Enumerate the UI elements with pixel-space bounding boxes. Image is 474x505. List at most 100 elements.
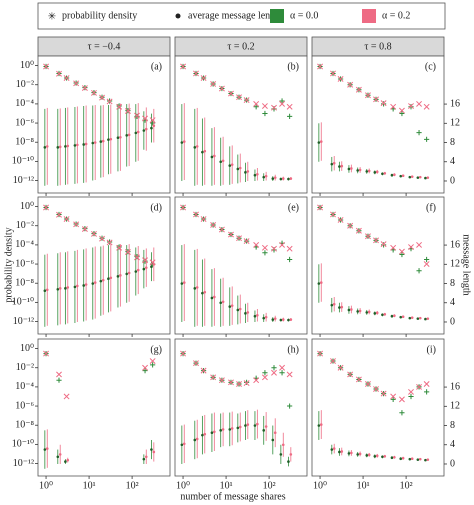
density-point bbox=[134, 113, 140, 119]
length-point bbox=[410, 457, 414, 460]
length-point bbox=[182, 281, 186, 284]
length-point bbox=[107, 277, 110, 281]
density-point bbox=[317, 63, 324, 70]
density-point bbox=[330, 70, 336, 77]
length-point bbox=[390, 173, 394, 177]
y-tick-label: 10⁻² bbox=[16, 362, 34, 373]
y-tick-label: 10⁻⁸ bbox=[15, 278, 34, 289]
density-point bbox=[286, 245, 293, 252]
y2-tick-label: 12 bbox=[450, 401, 460, 412]
length-point bbox=[317, 424, 321, 427]
density-point bbox=[347, 222, 354, 229]
density-point bbox=[286, 103, 293, 110]
length-point bbox=[73, 285, 77, 289]
density-point bbox=[365, 233, 371, 240]
length-point bbox=[399, 457, 403, 460]
density-point bbox=[380, 390, 387, 397]
density-point bbox=[381, 242, 387, 248]
x-tick-label: 10⁰ bbox=[313, 480, 327, 491]
density-point bbox=[271, 369, 277, 376]
length-point bbox=[43, 289, 47, 293]
density-point bbox=[261, 374, 268, 381]
density-point bbox=[142, 258, 148, 264]
length-point bbox=[393, 173, 396, 177]
density-point bbox=[261, 103, 268, 109]
density-point bbox=[287, 403, 293, 409]
density-point bbox=[150, 362, 156, 368]
length-point bbox=[358, 168, 362, 172]
density-point bbox=[347, 371, 354, 378]
y-tick-label: 10⁰ bbox=[20, 60, 34, 71]
density-point bbox=[398, 248, 405, 255]
density-point bbox=[56, 377, 62, 383]
density-point bbox=[116, 244, 123, 251]
length-point bbox=[281, 443, 285, 447]
length-point bbox=[91, 141, 95, 145]
length-point bbox=[142, 267, 146, 271]
density-point bbox=[416, 383, 423, 390]
length-point bbox=[76, 143, 79, 147]
density-point bbox=[330, 211, 336, 218]
length-point bbox=[338, 306, 341, 309]
length-point bbox=[195, 437, 199, 441]
density-point bbox=[423, 103, 430, 110]
density-point bbox=[149, 358, 156, 364]
density-point bbox=[106, 98, 113, 105]
y-tick-label: 10⁻⁴ bbox=[15, 381, 34, 392]
y-tick-label: 10⁻⁶ bbox=[15, 117, 34, 128]
length-point bbox=[228, 428, 232, 431]
length-point bbox=[410, 175, 414, 178]
legend-label: α = 0.0 bbox=[290, 10, 318, 21]
length-point bbox=[426, 458, 430, 461]
strip-label: τ = 0.2 bbox=[227, 41, 254, 52]
density-point bbox=[261, 244, 268, 251]
length-point bbox=[256, 313, 259, 317]
density-point bbox=[373, 96, 379, 103]
length-point bbox=[367, 453, 371, 457]
y-tick-label: 10⁻⁸ bbox=[15, 420, 34, 431]
x-tick-label: 10² bbox=[400, 480, 413, 491]
length-point bbox=[127, 271, 131, 275]
density-point bbox=[63, 75, 70, 81]
length-point bbox=[350, 451, 353, 455]
density-point bbox=[210, 81, 217, 87]
length-point bbox=[66, 286, 70, 289]
length-point bbox=[399, 174, 403, 178]
density-point bbox=[210, 374, 217, 381]
length-point bbox=[195, 286, 199, 289]
length-point bbox=[390, 314, 394, 318]
length-point bbox=[43, 448, 47, 451]
length-point bbox=[330, 448, 334, 451]
length-point bbox=[236, 308, 240, 312]
length-point bbox=[418, 457, 422, 461]
y2-tick-label: 12 bbox=[450, 118, 460, 129]
density-point bbox=[180, 350, 187, 357]
length-point bbox=[373, 312, 377, 315]
y2-tick-label: 0 bbox=[450, 316, 455, 327]
density-point bbox=[287, 256, 293, 263]
y-tick-label: 10⁰ bbox=[20, 201, 34, 212]
length-point bbox=[201, 433, 204, 437]
density-point bbox=[43, 204, 50, 211]
length-point bbox=[410, 316, 414, 319]
length-point bbox=[142, 129, 146, 132]
length-point bbox=[134, 270, 138, 273]
length-point bbox=[93, 281, 97, 284]
density-point bbox=[253, 377, 260, 384]
y2-tick-label: 8 bbox=[450, 137, 455, 148]
panel-label: (a) bbox=[151, 61, 162, 72]
density-point bbox=[365, 92, 371, 99]
length-point bbox=[213, 154, 216, 158]
density-point bbox=[347, 81, 354, 88]
density-point bbox=[218, 85, 225, 92]
length-point bbox=[383, 171, 387, 175]
y-tick-label: 10⁻² bbox=[16, 220, 34, 231]
length-point bbox=[152, 450, 156, 454]
length-point bbox=[332, 161, 336, 165]
density-point bbox=[271, 245, 277, 252]
length-point bbox=[401, 315, 405, 318]
length-point bbox=[203, 290, 207, 294]
y-tick-label: 10⁻⁶ bbox=[15, 258, 34, 269]
length-point bbox=[45, 447, 49, 450]
